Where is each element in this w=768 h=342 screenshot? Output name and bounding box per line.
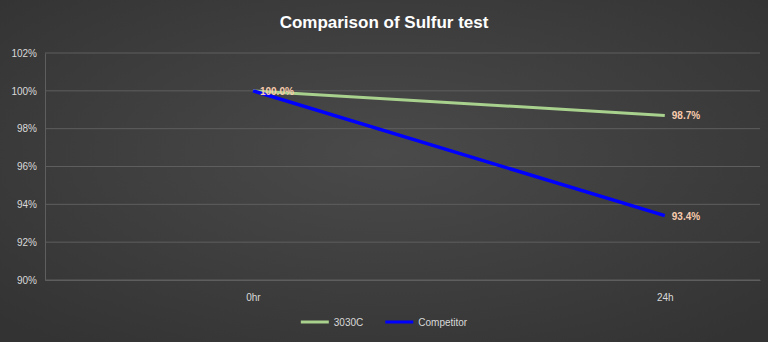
legend-item: 3030C xyxy=(301,317,363,328)
y-tick-label: 98% xyxy=(17,123,37,134)
y-tick: 92% xyxy=(17,237,45,248)
x-axis: 0hr 24h xyxy=(46,280,761,303)
y-tick: 102% xyxy=(11,48,45,59)
grid-line xyxy=(45,53,760,54)
y-tick: 90% xyxy=(17,275,45,286)
legend-label: Competitor xyxy=(418,317,468,328)
data-label: 93.4% xyxy=(672,211,700,222)
grid xyxy=(45,53,760,280)
title: Comparison of Sulfur test xyxy=(280,13,489,32)
y-tick-label: 94% xyxy=(17,199,37,210)
grid-line xyxy=(45,242,760,243)
data-labels: 100.0% 98.7% 93.4% xyxy=(260,86,700,222)
y-tick-label: 100% xyxy=(11,86,37,97)
y-tick: 94% xyxy=(17,199,45,210)
grid-line xyxy=(45,280,760,281)
series-line xyxy=(253,91,665,216)
y-tick-label: 102% xyxy=(11,48,37,59)
series-group xyxy=(253,91,665,216)
x-tick: 0hr xyxy=(246,280,261,303)
legend-item: Competitor xyxy=(385,317,468,328)
y-tick: 100% xyxy=(11,86,45,97)
data-label: 100.0% xyxy=(260,86,294,97)
x-tick-label: 0hr xyxy=(246,292,261,303)
grid-line xyxy=(45,90,760,91)
y-tick: 98% xyxy=(17,123,45,134)
y-tick-label: 90% xyxy=(17,275,37,286)
x-tick-label: 24h xyxy=(657,292,674,303)
legend-swatch xyxy=(301,321,329,324)
grid-line xyxy=(45,128,760,129)
legend: 3030C Competitor xyxy=(301,317,468,328)
y-tick: 96% xyxy=(17,161,45,172)
y-tick-label: 96% xyxy=(17,161,37,172)
grid-line xyxy=(45,166,760,167)
grid-line xyxy=(45,204,760,205)
y-axis-line xyxy=(45,54,46,281)
legend-swatch xyxy=(385,321,413,324)
plot: 90% 92% 94% 96% 98% 100% 102% 0hr 24h 100.0% 98.7%… xyxy=(11,48,760,303)
x-tick: 24h xyxy=(657,280,674,303)
series-line xyxy=(253,91,665,116)
y-tick-label: 92% xyxy=(17,237,37,248)
chart: Comparison of Sulfur test 90% 92% 94% 96% 98%… xyxy=(0,0,768,342)
legend-label: 3030C xyxy=(334,317,363,328)
y-axis: 90% 92% 94% 96% 98% 100% 102% xyxy=(11,48,45,286)
data-label: 98.7% xyxy=(672,110,700,121)
x-axis-line xyxy=(46,280,761,281)
background xyxy=(0,0,768,342)
